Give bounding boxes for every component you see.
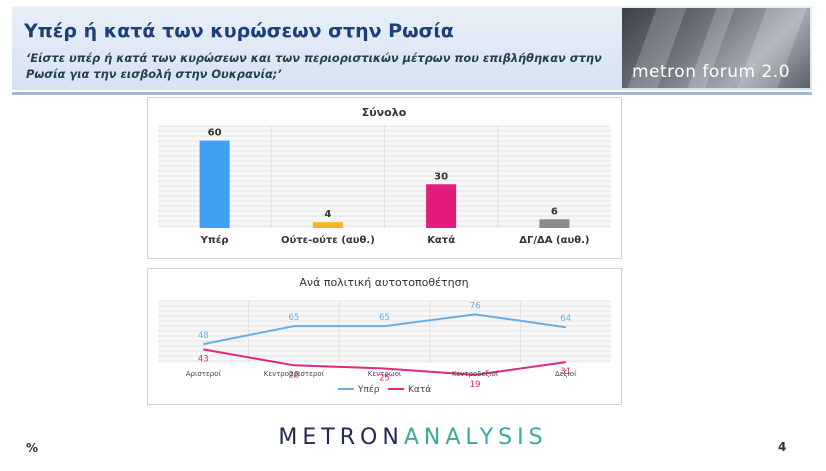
- data-label: 31: [560, 367, 571, 377]
- data-label: 19: [470, 380, 481, 390]
- page-title: Υπέρ ή κατά των κυρώσεων στην Ρωσία: [24, 20, 454, 42]
- data-label: 43: [198, 354, 209, 364]
- chart-title: Ανά πολιτική αυτοτοποθέτηση: [299, 276, 468, 289]
- bar: [539, 219, 570, 228]
- political-chart-panel: Ανά πολιτική αυτοτοποθέτηση 48 65 65 76 64 43 2…: [147, 268, 622, 405]
- page-subtitle: ‘Είστε υπέρ ή κατά των κυρώσεων και των …: [26, 51, 602, 81]
- total-bar-chart: Σύνολο 60 Υπέρ 4 Ούτε-ούτε (αυθ.) 30 Κατά 6 ΔΓ/Δ…: [158, 106, 611, 246]
- category-label: Ούτε-ούτε (αυθ.): [281, 234, 375, 246]
- category-label: Κεντροαριστεροί: [264, 370, 325, 378]
- data-label: 76: [470, 301, 481, 311]
- data-label: 48: [198, 331, 209, 341]
- header-divider: [12, 92, 812, 95]
- data-label: 65: [379, 313, 390, 323]
- brand-analysis: ANALYSIS: [403, 425, 548, 450]
- legend-label: Υπέρ: [357, 384, 380, 395]
- category-label: Υπέρ: [200, 234, 229, 246]
- percent-mark: %: [26, 441, 39, 455]
- page-number: 4: [778, 440, 787, 454]
- brand-metron: METRON: [278, 425, 404, 450]
- logo-text: metron forum 2.0: [632, 62, 791, 82]
- political-line-chart: Ανά πολιτική αυτοτοποθέτηση 48 65 65 76 64 43 2…: [158, 276, 611, 395]
- data-label: 65: [288, 313, 299, 323]
- category-label: Κεντρώοι: [368, 370, 402, 378]
- bar: [199, 140, 230, 228]
- category-label: Δεξιοί: [555, 370, 577, 378]
- bar-value-label: 4: [324, 209, 331, 220]
- category-label: Κατά: [427, 234, 455, 246]
- slide-header: Υπέρ ή κατά των κυρώσεων στην Ρωσία ‘Είσ…: [12, 6, 812, 95]
- data-label: 25: [379, 374, 390, 384]
- data-label: 28: [288, 370, 299, 380]
- metron-forum-logo: metron forum 2.0: [622, 8, 810, 88]
- legend-label: Κατά: [408, 385, 431, 395]
- bar: [426, 184, 457, 228]
- bar: [312, 222, 343, 228]
- total-chart-panel: Σύνολο 60 Υπέρ 4 Ούτε-ούτε (αυθ.) 30 Κατά 6 ΔΓ/Δ…: [147, 97, 622, 259]
- category-label: Αριστεροί: [186, 370, 222, 378]
- metron-analysis-logo: METRONANALYSIS: [0, 425, 826, 450]
- bar-value-label: 60: [208, 128, 222, 139]
- series-line-1: [203, 313, 566, 346]
- chart-title: Σύνολο: [362, 106, 407, 119]
- bar-value-label: 30: [434, 171, 448, 182]
- series-line-2: [203, 348, 566, 376]
- data-label: 64: [560, 314, 571, 324]
- bar-value-label: 6: [551, 206, 558, 217]
- category-label: ΔΓ/ΔΑ (αυθ.): [519, 235, 589, 246]
- category-label: Κεντροδεξιοί: [452, 370, 499, 378]
